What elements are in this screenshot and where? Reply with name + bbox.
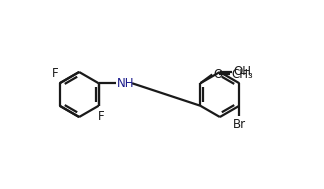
Text: F: F — [52, 67, 58, 80]
Text: CH₃: CH₃ — [232, 68, 253, 81]
Text: O: O — [214, 68, 223, 81]
Text: F: F — [98, 109, 104, 122]
Text: Br: Br — [233, 118, 246, 131]
Text: NH: NH — [117, 77, 134, 90]
Text: OH: OH — [233, 65, 251, 78]
